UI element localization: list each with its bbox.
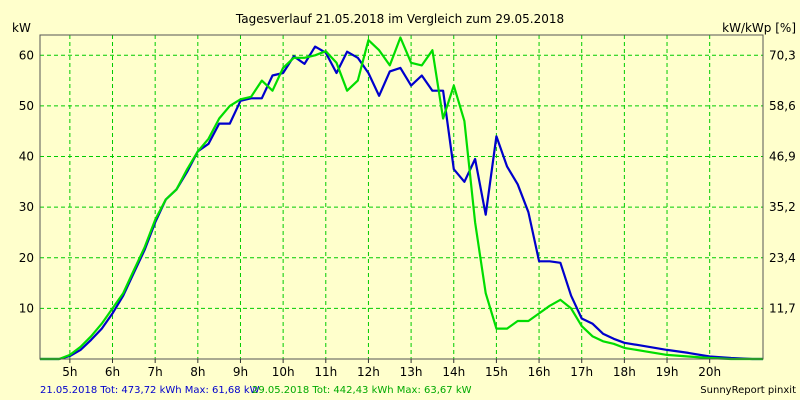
x-tick-label: 15h bbox=[485, 365, 508, 379]
series-layer bbox=[40, 36, 763, 361]
x-tick-label: 6h bbox=[105, 365, 120, 379]
y-tick-label-right: 23,4 bbox=[769, 251, 796, 265]
y-tick-label-right: 11,7 bbox=[769, 301, 796, 315]
x-tick-label: 10h bbox=[272, 365, 295, 379]
x-tick-label: 9h bbox=[233, 365, 248, 379]
x-tick-label: 7h bbox=[148, 365, 163, 379]
series-line-2 bbox=[40, 36, 763, 361]
x-tick-label: 20h bbox=[698, 365, 721, 379]
y-axis-left-label: kW bbox=[12, 21, 31, 35]
chart-title: Tagesverlauf 21.05.2018 im Vergleich zum… bbox=[235, 12, 564, 26]
x-tick-label: 17h bbox=[570, 365, 593, 379]
y-tick-label-left: 10 bbox=[19, 301, 34, 315]
x-tick-label: 5h bbox=[62, 365, 77, 379]
y-tick-label-right: 35,2 bbox=[769, 200, 796, 214]
y-tick-label-right: 70,3 bbox=[769, 48, 796, 62]
tick-labels: 5h 6h 7h 8h 9h 10h 11h 12h 13h 14h 15h 16h 17h 18h 19h… bbox=[19, 48, 796, 379]
y-tick-label-left: 20 bbox=[19, 251, 34, 265]
x-tick-label: 8h bbox=[190, 365, 205, 379]
x-tick-label: 13h bbox=[400, 365, 423, 379]
gridlines bbox=[40, 35, 763, 359]
y-tick-label-left: 30 bbox=[19, 200, 34, 214]
x-tick-label: 16h bbox=[528, 365, 551, 379]
y-tick-label-left: 50 bbox=[19, 99, 34, 113]
plot-area bbox=[40, 35, 763, 359]
footer-series2-summary: 29.05.2018 Tot: 442,43 kWh Max: 63,67 kW bbox=[252, 385, 472, 396]
y-tick-label-left: 60 bbox=[19, 48, 34, 62]
y-tick-label-left: 40 bbox=[19, 150, 34, 164]
footer-credit: SunnyReport pinxit bbox=[700, 385, 796, 396]
y-tick-label-right: 46,9 bbox=[769, 150, 796, 164]
plot-frame bbox=[39, 34, 764, 360]
x-tick-label: 19h bbox=[656, 365, 679, 379]
y-tick-label-right: 58,6 bbox=[769, 99, 796, 113]
y-axis-right-label: kW/kWp [%] bbox=[722, 21, 796, 35]
x-tick-label: 18h bbox=[613, 365, 636, 379]
x-tick-label: 12h bbox=[357, 365, 380, 379]
footer-series1-summary: 21.05.2018 Tot: 473,72 kWh Max: 61,68 kW bbox=[40, 385, 260, 396]
x-tick-label: 11h bbox=[314, 365, 337, 379]
x-tick-label: 14h bbox=[442, 365, 465, 379]
